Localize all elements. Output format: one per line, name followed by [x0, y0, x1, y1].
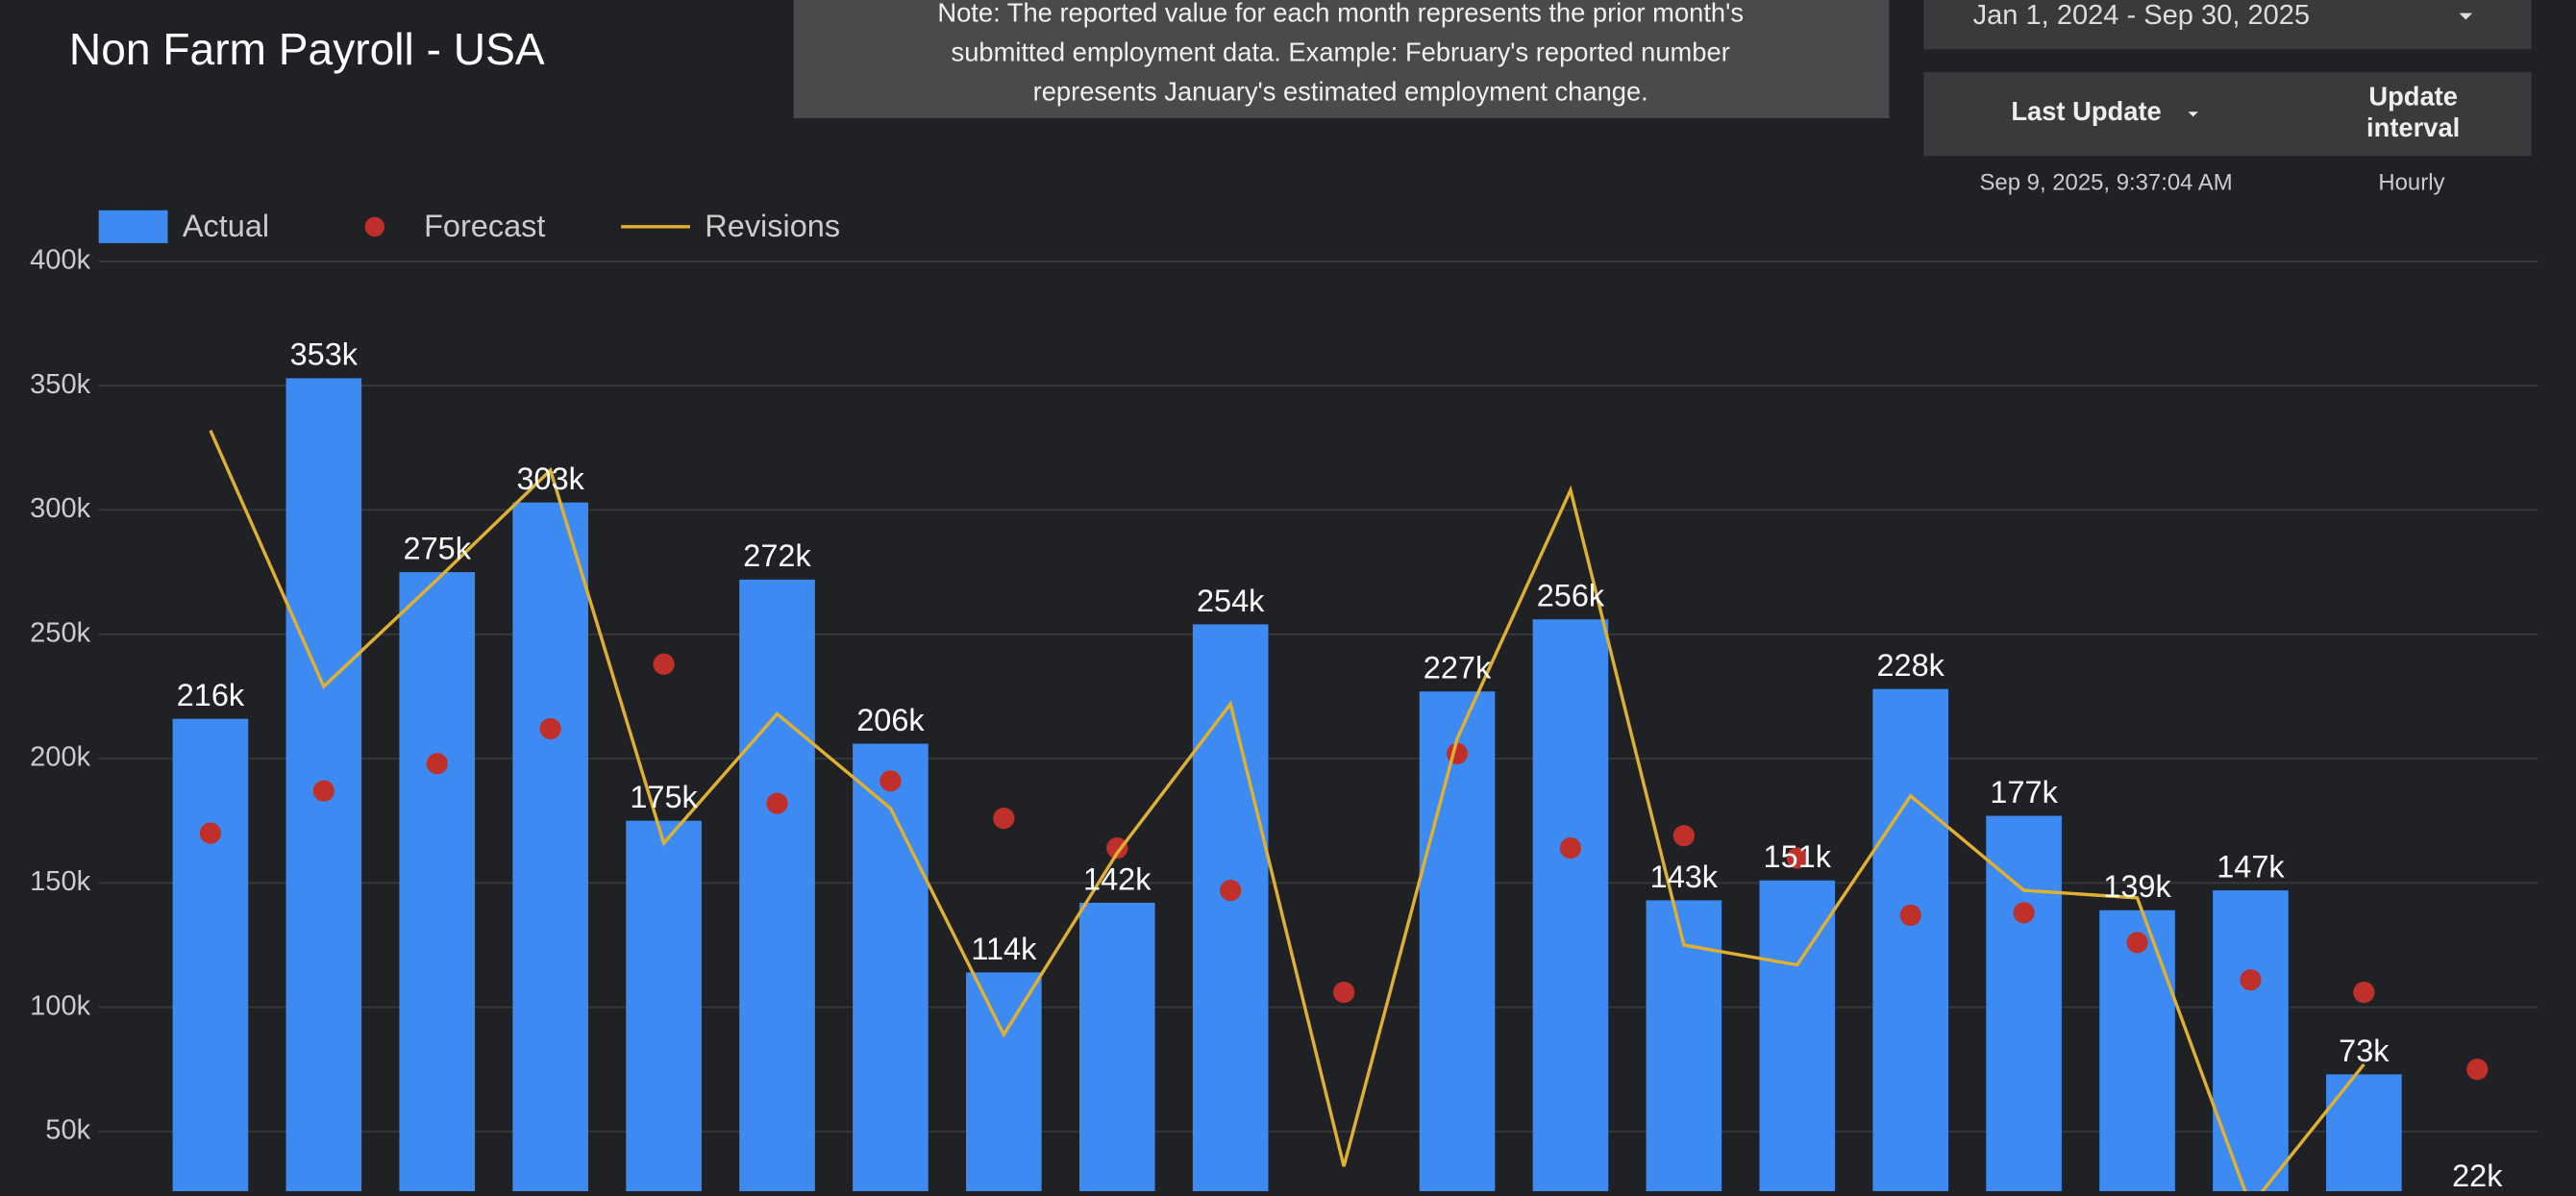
date-range-control[interactable]	[1923, 0, 2532, 50]
data-label: 353k	[290, 337, 359, 372]
bar	[1192, 624, 1269, 1191]
forecast-dot	[1332, 982, 1355, 1004]
legend-swatch	[364, 216, 385, 237]
bar	[1759, 880, 1836, 1191]
data-label: 147k	[2217, 849, 2285, 884]
forecast-dot	[199, 822, 222, 844]
legend-swatch	[98, 210, 168, 243]
forecast-dot	[1899, 904, 1921, 927]
data-label: 114k	[971, 932, 1037, 966]
forecast-dot	[1672, 825, 1695, 847]
forecast-dot	[653, 653, 675, 675]
bar	[399, 572, 476, 1191]
last-update-label[interactable]: Last Update	[2011, 96, 2161, 126]
last-update: Sep 9, 2025, 9:37:04 AM	[1979, 170, 2232, 196]
data-label: 272k	[743, 538, 811, 573]
y-tick-label: 300k	[30, 493, 90, 524]
y-tick-label: 100k	[30, 990, 90, 1021]
bar	[1078, 903, 1155, 1191]
sort-arrow	[2188, 112, 2198, 117]
date-range: Jan 1, 2024 - Sep 30, 2025	[1973, 0, 2310, 31]
data-label: 303k	[516, 461, 584, 496]
y-tick-label: 350k	[30, 369, 90, 400]
forecast-dot	[312, 780, 334, 802]
bar	[172, 718, 249, 1191]
update-interval-label: interval	[2366, 112, 2460, 142]
bar	[2326, 1074, 2402, 1191]
bar	[2099, 909, 2175, 1191]
forecast-dot	[766, 792, 788, 814]
note-box	[793, 0, 1890, 119]
forecast-dot	[993, 808, 1015, 830]
bar	[626, 820, 702, 1191]
note-line: submitted employment data. Example: Febr…	[952, 37, 1730, 67]
chart-title: Non Farm Payroll - USA	[69, 24, 545, 74]
data-label: 228k	[1876, 648, 1944, 683]
data-label: 177k	[1990, 775, 2058, 810]
data-label: 143k	[1650, 860, 1719, 894]
bar	[2213, 890, 2289, 1191]
data-label: 142k	[1083, 861, 1152, 896]
legend-label: Revisions	[705, 209, 840, 243]
revisions-line	[209, 430, 2365, 1196]
bar	[1532, 619, 1609, 1191]
forecast-dot	[1106, 837, 1128, 860]
forecast-dot	[1220, 879, 1242, 902]
data-label: 151k	[1764, 839, 1832, 874]
bar	[512, 502, 588, 1191]
bar	[1872, 688, 1949, 1191]
data-label: 73k	[2339, 1034, 2390, 1068]
legend-label: Actual	[183, 209, 269, 243]
y-tick-label: 250k	[30, 617, 90, 648]
forecast-dot	[539, 717, 561, 740]
data-label: 275k	[404, 531, 472, 565]
forecast-dot	[2126, 932, 2148, 954]
data-label: 216k	[177, 678, 245, 712]
data-label: 227k	[1424, 651, 1492, 685]
bar	[966, 972, 1042, 1191]
forecast-dot	[879, 770, 902, 792]
forecast-dot	[426, 753, 448, 775]
data-label: 175k	[630, 780, 698, 814]
bar	[1419, 691, 1496, 1191]
data-label: 22k	[2452, 1159, 2503, 1191]
data-label: 254k	[1197, 584, 1265, 618]
forecast-dot	[2353, 982, 2375, 1004]
update-table-header	[1923, 72, 2532, 157]
y-tick-label: 400k	[30, 245, 90, 276]
bar	[853, 743, 929, 1191]
note-line: represents January's estimated employmen…	[1033, 77, 1648, 107]
bar	[1986, 815, 2062, 1191]
forecast-dot	[2466, 1059, 2489, 1081]
forecast-dot	[2240, 969, 2262, 991]
data-label: 139k	[2103, 869, 2171, 904]
y-tick-label: 200k	[30, 742, 90, 773]
update-interval-label: Update	[2368, 82, 2458, 112]
bar	[739, 579, 815, 1191]
update-interval: Hourly	[2378, 170, 2444, 196]
y-tick-label: 50k	[45, 1115, 90, 1146]
legend-label: Forecast	[424, 209, 545, 243]
forecast-dot	[2013, 902, 2035, 924]
dropdown-arrow	[2459, 12, 2473, 20]
forecast-dot	[1559, 837, 1582, 860]
y-tick-label: 150k	[30, 866, 90, 897]
forecast-dot	[1786, 847, 1808, 869]
data-label: 206k	[856, 703, 925, 737]
data-label: 256k	[1537, 579, 1605, 613]
note-line: Note: The reported value for each month …	[937, 0, 1744, 28]
